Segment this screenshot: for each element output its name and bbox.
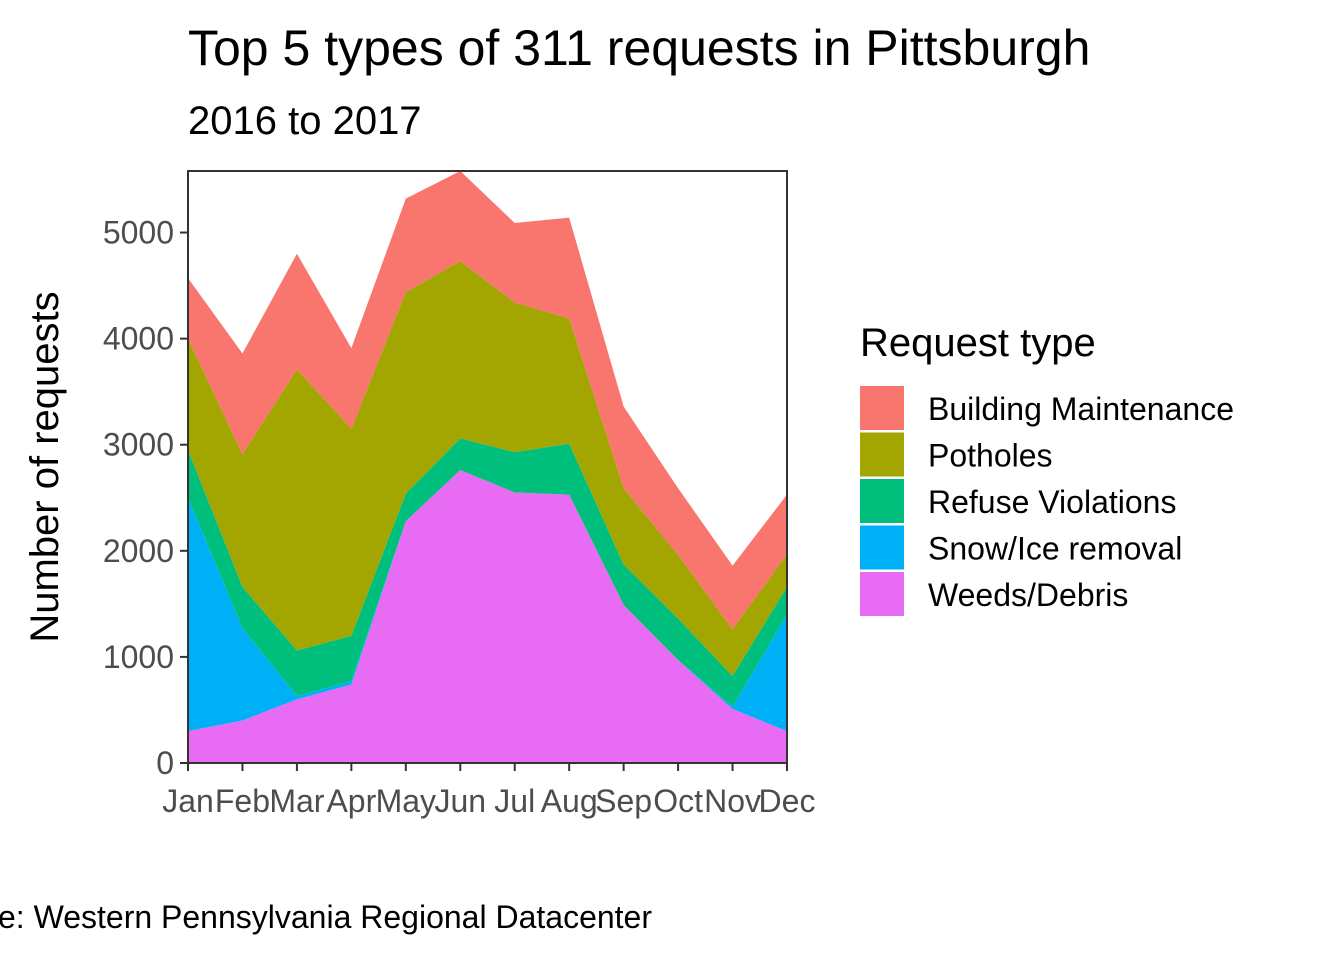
area-building-maintenance bbox=[188, 171, 787, 630]
y-tick-label: 3000 bbox=[103, 427, 174, 463]
area-refuse-violations bbox=[188, 438, 787, 707]
legend-label-building-maintenance: Building Maintenance bbox=[928, 391, 1234, 427]
legend-label-weeds-debris: Weeds/Debris bbox=[928, 577, 1128, 613]
y-tick-label: 4000 bbox=[103, 321, 174, 357]
y-tick-label: 5000 bbox=[103, 215, 174, 251]
x-tick-label-mar: Mar bbox=[269, 783, 324, 819]
y-axis: 0 1000 2000 3000 4000 5000 bbox=[103, 215, 188, 781]
chart-subtitle: 2016 to 2017 bbox=[188, 99, 422, 143]
legend-title: Request type bbox=[860, 321, 1096, 365]
area-snow-ice-removal bbox=[188, 470, 787, 732]
legend-key-weeds-debris bbox=[860, 572, 904, 616]
x-tick-label-oct: Oct bbox=[653, 783, 703, 819]
x-tick-label-jan: Jan bbox=[162, 783, 214, 819]
x-tick-label-nov: Nov bbox=[704, 783, 761, 819]
x-tick-label-aug: Aug bbox=[541, 783, 598, 819]
x-tick-label-may: May bbox=[376, 783, 436, 819]
chart-title: Top 5 types of 311 requests in Pittsburg… bbox=[188, 20, 1090, 76]
area-layer bbox=[188, 171, 787, 763]
legend-label-snow-ice-removal: Snow/Ice removal bbox=[928, 531, 1182, 567]
x-tick-label-dec: Dec bbox=[759, 783, 816, 819]
legend-label-refuse-violations: Refuse Violations bbox=[928, 484, 1176, 520]
y-tick-label: 2000 bbox=[103, 533, 174, 569]
panel-border bbox=[187, 170, 788, 764]
legend-label-potholes: Potholes bbox=[928, 438, 1053, 474]
x-tick-label-jun: Jun bbox=[434, 783, 486, 819]
legend-key-snow-ice-removal bbox=[860, 525, 904, 570]
legend: Building Maintenance Potholes Refuse Viola… bbox=[860, 386, 1234, 616]
legend-key-building-maintenance bbox=[860, 386, 904, 430]
y-axis-label: Number of requests bbox=[23, 291, 67, 642]
area-potholes bbox=[188, 261, 787, 676]
legend-key-refuse-violations bbox=[860, 479, 904, 523]
x-tick-label-feb: Feb bbox=[215, 783, 270, 819]
area-weeds-debris bbox=[188, 470, 787, 763]
x-tick-label-apr: Apr bbox=[326, 783, 376, 819]
caption: e: Western Pennsylvania Regional Datacen… bbox=[0, 899, 652, 935]
x-tick-label-jul: Jul bbox=[494, 783, 535, 819]
y-tick-label: 0 bbox=[156, 745, 174, 781]
x-tick-label-sep: Sep bbox=[595, 783, 652, 819]
y-tick-label: 1000 bbox=[103, 639, 174, 675]
legend-key-potholes bbox=[860, 432, 904, 477]
